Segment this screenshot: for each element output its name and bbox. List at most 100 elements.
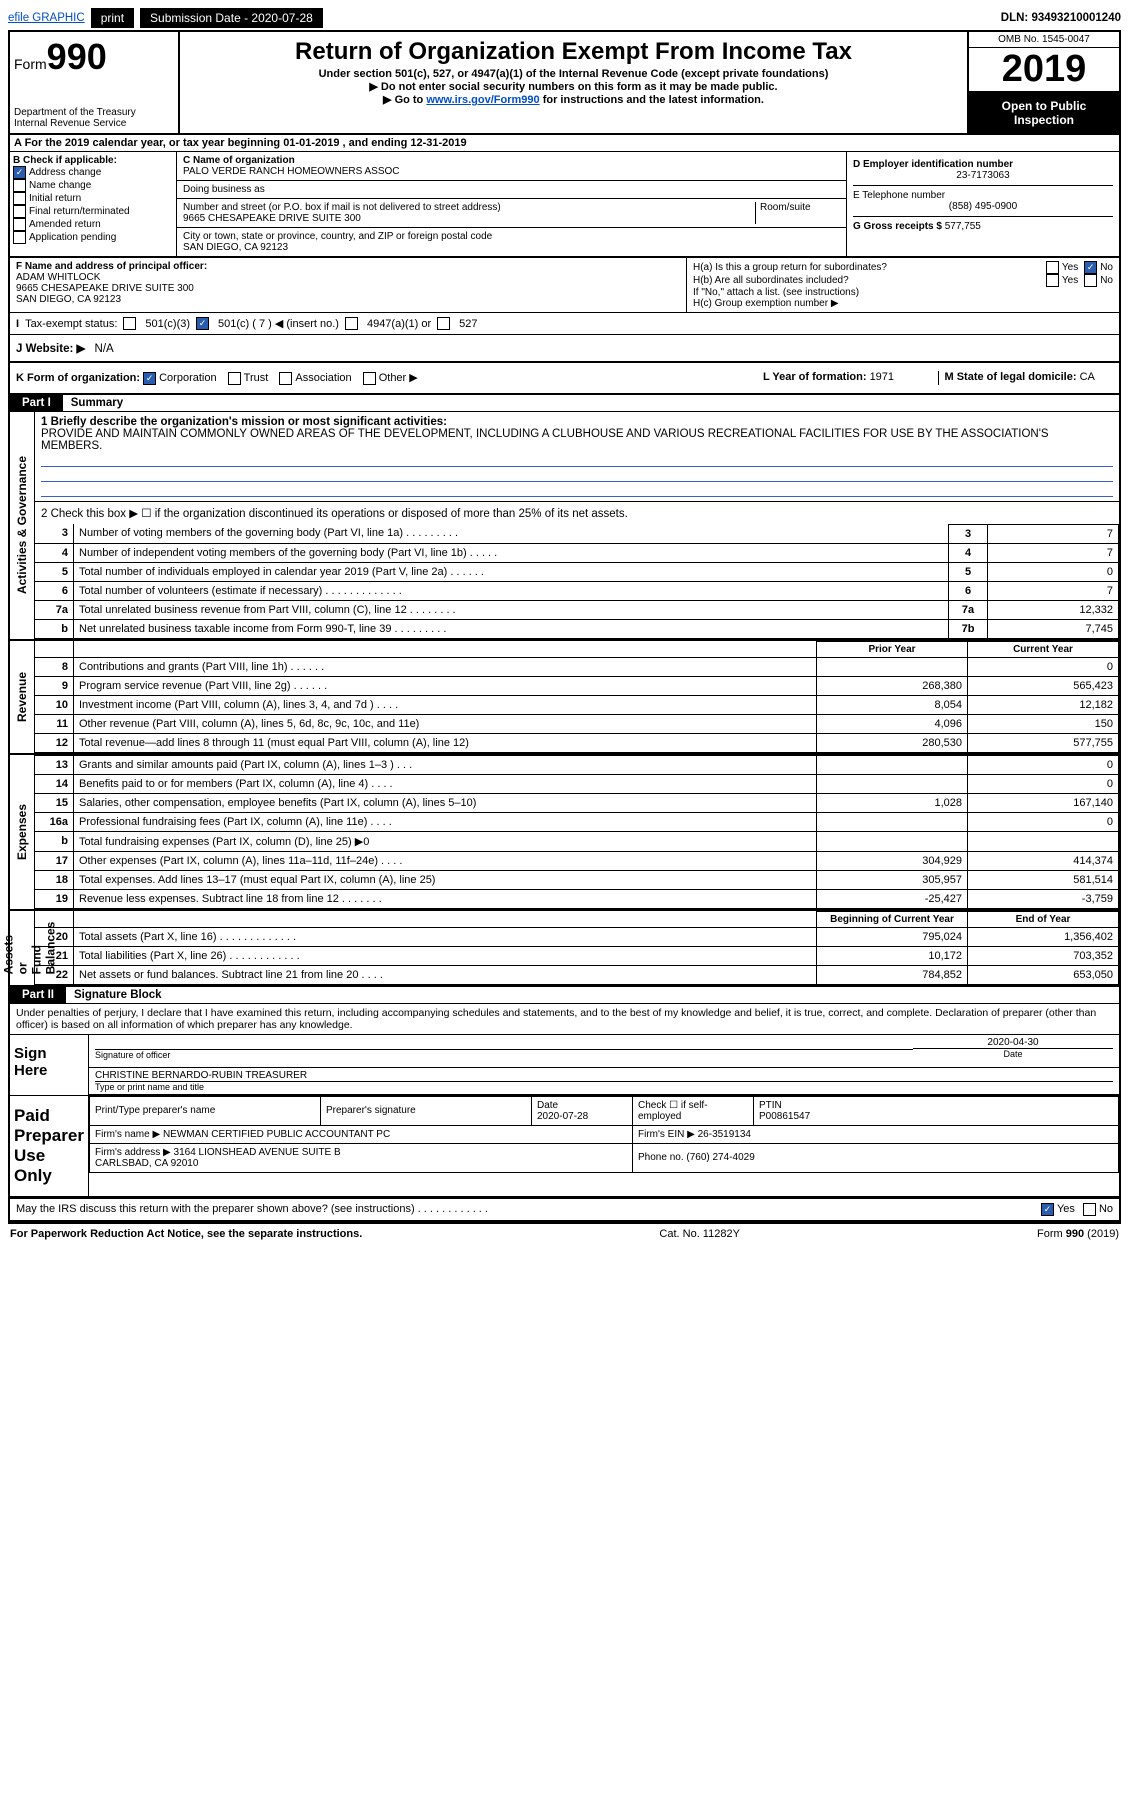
form-header: Form990 Department of the Treasury Inter… bbox=[10, 32, 1119, 135]
table-row: 8Contributions and grants (Part VIII, li… bbox=[35, 657, 1119, 676]
ptin-value: P00861547 bbox=[759, 1111, 1113, 1122]
sig-officer-label: Signature of officer bbox=[95, 1050, 170, 1060]
row-j-website: J Website: ▶ N/A bbox=[10, 335, 1119, 363]
net-assets-section: Net Assets or Fund Balances Beginning of… bbox=[10, 911, 1119, 987]
chk-501c[interactable]: ✓ bbox=[196, 317, 209, 330]
firm-name: NEWMAN CERTIFIED PUBLIC ACCOUNTANT PC bbox=[163, 1129, 390, 1140]
chk-address-change[interactable]: ✓Address change bbox=[13, 166, 173, 179]
efile-link[interactable]: efile GRAPHIC bbox=[8, 12, 85, 24]
footer-paperwork: For Paperwork Reduction Act Notice, see … bbox=[10, 1228, 362, 1240]
chk-name-change[interactable]: Name change bbox=[13, 179, 173, 192]
signature-block: Sign Here Signature of officer 2020-04-3… bbox=[10, 1035, 1119, 1198]
firm-addr-label: Firm's address ▶ bbox=[95, 1147, 171, 1158]
hb-no-check[interactable] bbox=[1084, 274, 1097, 287]
form-number: Form990 bbox=[14, 36, 174, 78]
city-value: SAN DIEGO, CA 92123 bbox=[183, 242, 840, 253]
table-row: 22Net assets or fund balances. Subtract … bbox=[35, 965, 1119, 984]
table-row: 18Total expenses. Add lines 13–17 (must … bbox=[35, 870, 1119, 889]
column-d-eg: D Employer identification number 23-7173… bbox=[847, 152, 1119, 256]
sig-date: 2020-04-30 bbox=[913, 1037, 1113, 1048]
form-990-number: 990 bbox=[47, 36, 107, 77]
gross-receipts: G Gross receipts $ 577,755 bbox=[853, 217, 1113, 236]
d-label: D Employer identification number bbox=[853, 159, 1113, 170]
header-right: OMB No. 1545-0047 2019 Open to Public In… bbox=[969, 32, 1119, 133]
discuss-yes-check[interactable]: ✓ bbox=[1041, 1203, 1054, 1216]
discuss-no-check[interactable] bbox=[1083, 1203, 1096, 1216]
dba-cell: Doing business as bbox=[177, 181, 846, 199]
row-a-tax-period: A For the 2019 calendar year, or tax yea… bbox=[10, 135, 1119, 152]
prep-name-label: Print/Type preparer's name bbox=[95, 1105, 315, 1116]
line1-label: 1 Briefly describe the organization's mi… bbox=[41, 416, 1113, 428]
firm-ein: 26-3519134 bbox=[698, 1129, 751, 1140]
submission-date-button[interactable]: Submission Date - 2020-07-28 bbox=[140, 8, 323, 28]
revenue-section: Revenue Prior Year Current Year 8Contrib… bbox=[10, 641, 1119, 755]
goto-prefix: ▶ Go to bbox=[383, 94, 426, 106]
principal-officer: F Name and address of principal officer:… bbox=[10, 258, 687, 312]
chk-4947[interactable] bbox=[345, 317, 358, 330]
k-label: K Form of organization: bbox=[16, 372, 140, 384]
chk-527[interactable] bbox=[437, 317, 450, 330]
chk-corp[interactable]: ✓ bbox=[143, 372, 156, 385]
ag-table: 3 Number of voting members of the govern… bbox=[35, 524, 1119, 639]
discuss-with-preparer: May the IRS discuss this return with the… bbox=[10, 1198, 1119, 1222]
check-icon: ✓ bbox=[13, 166, 26, 179]
vert-label-ag: Activities & Governance bbox=[10, 412, 35, 639]
table-row: 16aProfessional fundraising fees (Part I… bbox=[35, 812, 1119, 831]
chk-final-return[interactable]: Final return/terminated bbox=[13, 205, 173, 218]
irs-form990-link[interactable]: www.irs.gov/Form990 bbox=[426, 94, 539, 106]
ha-yes-check[interactable] bbox=[1046, 261, 1059, 274]
dln-value: DLN: 93493210001240 bbox=[1001, 12, 1121, 24]
website-label: J Website: ▶ bbox=[16, 343, 85, 355]
vert-label-na: Net Assets or Fund Balances bbox=[10, 911, 35, 985]
ha-no-check[interactable]: ✓ bbox=[1084, 261, 1097, 274]
chk-other[interactable] bbox=[363, 372, 376, 385]
chk-501c3[interactable] bbox=[123, 317, 136, 330]
chk-trust[interactable] bbox=[228, 372, 241, 385]
table-row: 19Revenue less expenses. Subtract line 1… bbox=[35, 889, 1119, 908]
open-to-public: Open to Public Inspection bbox=[969, 93, 1119, 133]
rows-b-through-g: B Check if applicable: ✓Address change N… bbox=[10, 152, 1119, 258]
table-row: 12Total revenue—add lines 8 through 11 (… bbox=[35, 733, 1119, 752]
discuss-text: May the IRS discuss this return with the… bbox=[16, 1203, 1041, 1215]
address-cell: Number and street (or P.O. box if mail i… bbox=[177, 199, 846, 228]
ptin-label: PTIN bbox=[759, 1100, 1113, 1111]
row-i-tax-exempt: I Tax-exempt status: 501(c)(3) ✓501(c) (… bbox=[10, 313, 1119, 335]
ein-cell: D Employer identification number 23-7173… bbox=[853, 155, 1113, 186]
ein-value: 23-7173063 bbox=[853, 170, 1113, 181]
prep-row1: Print/Type preparer's name Preparer's si… bbox=[90, 1096, 1119, 1125]
current-year-header: Current Year bbox=[968, 641, 1119, 657]
hb-label: H(b) Are all subordinates included? bbox=[693, 275, 1046, 286]
sign-here-label: Sign Here bbox=[10, 1035, 89, 1095]
chk-application-pending[interactable]: Application pending bbox=[13, 231, 173, 244]
room-label: Room/suite bbox=[755, 202, 840, 224]
form-prefix: Form bbox=[14, 56, 47, 72]
part2-header: Part II Signature Block bbox=[10, 987, 1119, 1004]
paid-preparer-label: Paid Preparer Use Only bbox=[10, 1096, 89, 1196]
street-address: 9665 CHESAPEAKE DRIVE SUITE 300 bbox=[183, 213, 755, 224]
chk-amended[interactable]: Amended return bbox=[13, 218, 173, 231]
mission-text: PROVIDE AND MAINTAIN COMMONLY OWNED AREA… bbox=[41, 428, 1113, 452]
part2-title: Signature Block bbox=[66, 987, 170, 1003]
check-self-employed: Check ☐ if self-employed bbox=[633, 1096, 754, 1125]
header-mid: Return of Organization Exempt From Incom… bbox=[180, 32, 969, 133]
chk-initial-return[interactable]: Initial return bbox=[13, 192, 173, 205]
hb-yes-check[interactable] bbox=[1046, 274, 1059, 287]
efile-top-bar: efile GRAPHIC print Submission Date - 20… bbox=[8, 8, 1121, 28]
table-row: 10Investment income (Part VIII, column (… bbox=[35, 695, 1119, 714]
table-row: b Net unrelated business taxable income … bbox=[35, 619, 1119, 638]
prep-sig-label: Preparer's signature bbox=[326, 1105, 526, 1116]
h-group-return: H(a) Is this a group return for subordin… bbox=[687, 258, 1119, 312]
preparer-table: Print/Type preparer's name Preparer's si… bbox=[89, 1096, 1119, 1173]
form-title: Return of Organization Exempt From Incom… bbox=[184, 38, 963, 66]
officer-name: ADAM WHITLOCK bbox=[16, 272, 680, 283]
prep-phone: (760) 274-4029 bbox=[686, 1152, 754, 1163]
print-button[interactable]: print bbox=[91, 8, 134, 28]
year-formation: 1971 bbox=[870, 371, 894, 383]
prep-row2: Firm's name ▶ NEWMAN CERTIFIED PUBLIC AC… bbox=[90, 1125, 1119, 1143]
vert-label-exp: Expenses bbox=[10, 755, 35, 909]
city-cell: City or town, state or province, country… bbox=[177, 228, 846, 256]
table-row: 4 Number of independent voting members o… bbox=[35, 543, 1119, 562]
l-label: L Year of formation: bbox=[763, 371, 870, 383]
chk-assoc[interactable] bbox=[279, 372, 292, 385]
org-name: PALO VERDE RANCH HOMEOWNERS ASSOC bbox=[183, 166, 840, 177]
